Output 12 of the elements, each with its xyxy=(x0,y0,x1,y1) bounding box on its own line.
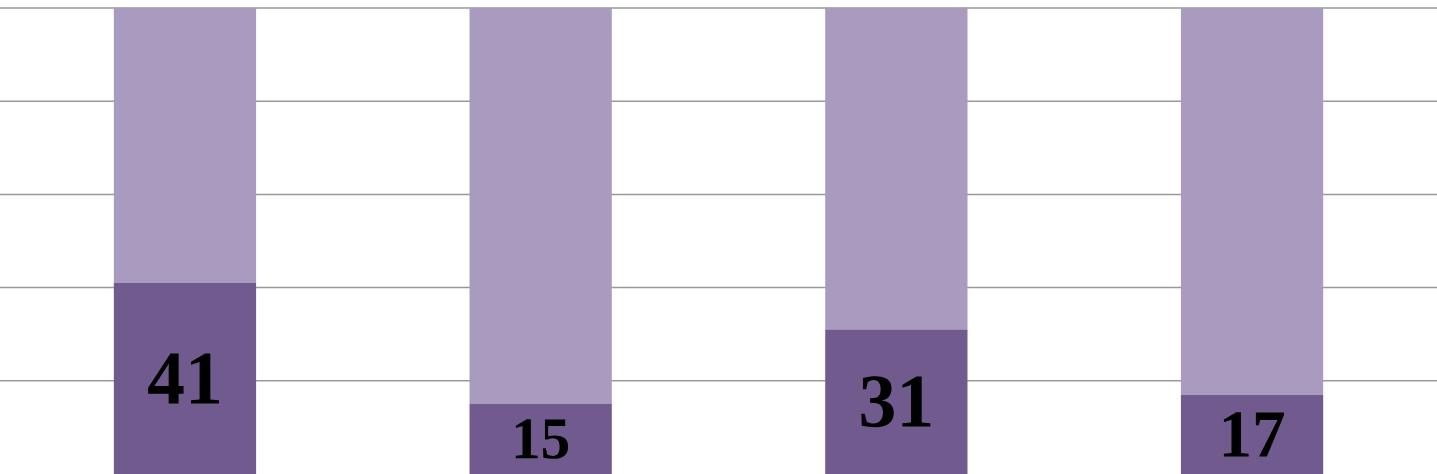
bar xyxy=(113,7,257,283)
bar xyxy=(825,329,968,474)
data-label: 41 xyxy=(148,353,219,404)
data-label: 17 xyxy=(1223,412,1284,457)
data-label: 31 xyxy=(861,376,931,428)
bar xyxy=(1180,394,1324,474)
bar xyxy=(469,7,612,405)
bar xyxy=(825,7,968,330)
bar xyxy=(469,404,612,474)
bar xyxy=(1180,7,1324,395)
bar xyxy=(113,282,257,474)
data-label: 15 xyxy=(515,419,569,459)
